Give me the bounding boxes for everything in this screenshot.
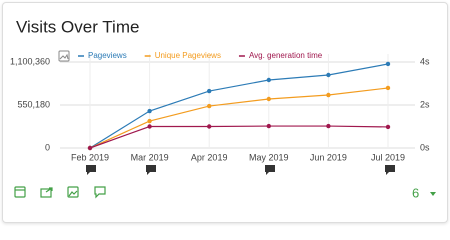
x-tick-label: May 2019 xyxy=(249,152,289,162)
data-point xyxy=(326,72,331,78)
chart: Visits Over Time 6 0 550,180 1,100,360 0s 2s… xyxy=(10,17,436,200)
y2-tick-label: 2s xyxy=(420,99,430,109)
data-point xyxy=(326,92,331,98)
x-tick-label: Jul 2019 xyxy=(371,152,405,162)
series-line xyxy=(89,125,389,149)
x-tick-label: Jun 2019 xyxy=(310,152,347,162)
annotation-icons[interactable] xyxy=(86,165,395,175)
legend-label: Avg. generation time xyxy=(249,51,323,60)
limit-selector[interactable]: 6 xyxy=(412,185,419,200)
data-point xyxy=(87,145,93,151)
data-point xyxy=(266,96,271,102)
legend-label: Pageviews xyxy=(88,51,127,60)
data-point xyxy=(147,108,152,114)
data-point xyxy=(266,77,271,83)
x-tick-label: Feb 2019 xyxy=(71,152,109,162)
x-tick-label: Apr 2019 xyxy=(191,152,228,162)
page: {"widget": {"title": "Visits Over Time"}… xyxy=(0,0,450,225)
x-tick-label: Mar 2019 xyxy=(131,152,169,162)
data-point xyxy=(147,124,152,129)
data-point xyxy=(385,124,391,130)
y2-tick-label: 4s xyxy=(420,56,430,66)
series-line xyxy=(89,63,389,149)
data-point xyxy=(207,103,212,109)
y2-tick-label: 0s xyxy=(420,142,430,152)
limit-dropdown-arrow[interactable] xyxy=(430,192,436,196)
data-point xyxy=(207,88,212,94)
footer-icons[interactable] xyxy=(14,186,106,199)
data-point xyxy=(326,123,331,129)
export-image-icon[interactable] xyxy=(58,50,70,62)
legend-label: Unique Pageviews xyxy=(155,51,221,60)
y-tick-label: 0 xyxy=(45,142,50,152)
data-point xyxy=(207,124,212,129)
widget-card xyxy=(2,2,448,223)
widget-title: Visits Over Time xyxy=(16,17,139,36)
data-point xyxy=(385,61,391,67)
y-tick-label: 1,100,360 xyxy=(10,56,50,66)
data-point xyxy=(147,118,152,124)
data-point xyxy=(385,85,391,91)
data-point xyxy=(266,123,271,129)
y-tick-label: 550,180 xyxy=(17,99,50,109)
series-line xyxy=(89,87,389,149)
